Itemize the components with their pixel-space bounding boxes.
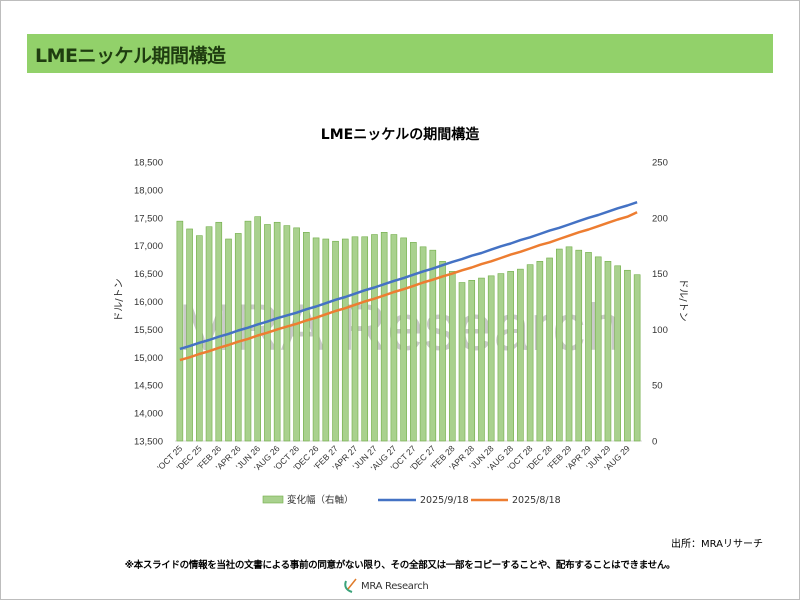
line-2025-9-18 <box>179 201 638 351</box>
bar <box>633 274 641 442</box>
page-title: LMEニッケル期間構造 <box>35 45 226 67</box>
logo: MRA Research <box>342 578 429 594</box>
y-tick-left: 17,000 <box>134 241 163 252</box>
y-tick-left: 13,500 <box>134 437 163 448</box>
legend: 変化幅（右軸） 2025/9/18 2025/8/18 <box>262 494 561 506</box>
bar <box>594 256 602 442</box>
logo-icon <box>344 578 357 593</box>
bar <box>478 277 485 442</box>
bar <box>604 261 612 442</box>
legend-label-orange: 2025/8/18 <box>512 495 561 506</box>
bar <box>380 232 388 442</box>
y-tick-left: 15,000 <box>134 353 163 364</box>
bar <box>439 261 446 442</box>
bar <box>293 227 300 442</box>
line-2025-8-18 <box>179 211 638 362</box>
logo-text: MRA Research <box>361 580 429 592</box>
bar <box>507 271 514 442</box>
bar <box>624 269 631 442</box>
bar <box>536 261 544 442</box>
bar <box>244 220 252 442</box>
bar <box>312 237 320 442</box>
y-axis-left-title: ドル/トン <box>114 278 125 321</box>
bar <box>225 238 232 442</box>
legend-label-bar: 変化幅（右軸） <box>287 494 354 506</box>
y-tick-left: 16,000 <box>134 297 163 308</box>
bar <box>458 282 466 442</box>
legend-label-blue: 2025/9/18 <box>420 495 469 506</box>
bar <box>575 249 583 442</box>
y-tick-left: 14,500 <box>134 381 163 392</box>
bar <box>546 257 553 442</box>
bar <box>332 240 339 442</box>
y-tick-right: 100 <box>652 325 668 336</box>
chart-title: LMEニッケルの期間構造 <box>321 126 479 143</box>
bar <box>341 238 349 442</box>
source-note: 出所：MRAリサーチ <box>670 539 763 550</box>
bar <box>419 246 427 442</box>
y-tick-left: 17,500 <box>134 213 163 224</box>
y-tick-right: 150 <box>652 269 668 280</box>
y-axis-right-title: ドル/トン <box>677 278 688 321</box>
bar <box>176 220 184 442</box>
bar <box>614 265 621 442</box>
y-tick-right: 250 <box>652 158 668 169</box>
bar <box>390 234 398 442</box>
bar <box>196 235 203 442</box>
watermark: MRA Research <box>178 290 622 364</box>
bar <box>303 232 310 442</box>
bar <box>361 236 369 442</box>
bar <box>351 236 359 442</box>
bar <box>234 233 242 442</box>
y-tick-left: 15,500 <box>134 325 163 336</box>
bar <box>322 238 330 442</box>
bar <box>429 249 437 442</box>
bar <box>556 248 563 442</box>
bar <box>273 221 281 442</box>
bar <box>254 216 261 442</box>
bar <box>215 221 223 442</box>
y-tick-left: 16,500 <box>134 269 163 280</box>
bar <box>186 228 193 442</box>
copyright-notice: ※本スライドの情報を当社の文書による事前の同意がない限り、その全部又は一部をコピ… <box>124 560 676 571</box>
legend-swatch-bar <box>262 495 284 504</box>
bar <box>487 275 495 442</box>
bar <box>448 271 456 442</box>
y-tick-right: 0 <box>652 437 657 448</box>
bar <box>497 273 505 442</box>
bar <box>468 279 476 442</box>
y-tick-left: 18,500 <box>134 158 163 169</box>
y-tick-right: 200 <box>652 213 668 224</box>
y-tick-left: 14,000 <box>134 409 163 420</box>
bar <box>205 226 213 442</box>
bar <box>565 246 573 442</box>
bar <box>585 252 592 442</box>
bar <box>371 234 378 442</box>
bar <box>410 242 417 442</box>
header-bar: LMEニッケル期間構造 <box>27 34 773 73</box>
bar <box>400 237 407 442</box>
y-tick-right: 50 <box>652 381 663 392</box>
y-tick-left: 18,000 <box>134 185 163 196</box>
bar <box>283 225 291 442</box>
bar <box>526 264 534 442</box>
bar <box>517 268 524 442</box>
